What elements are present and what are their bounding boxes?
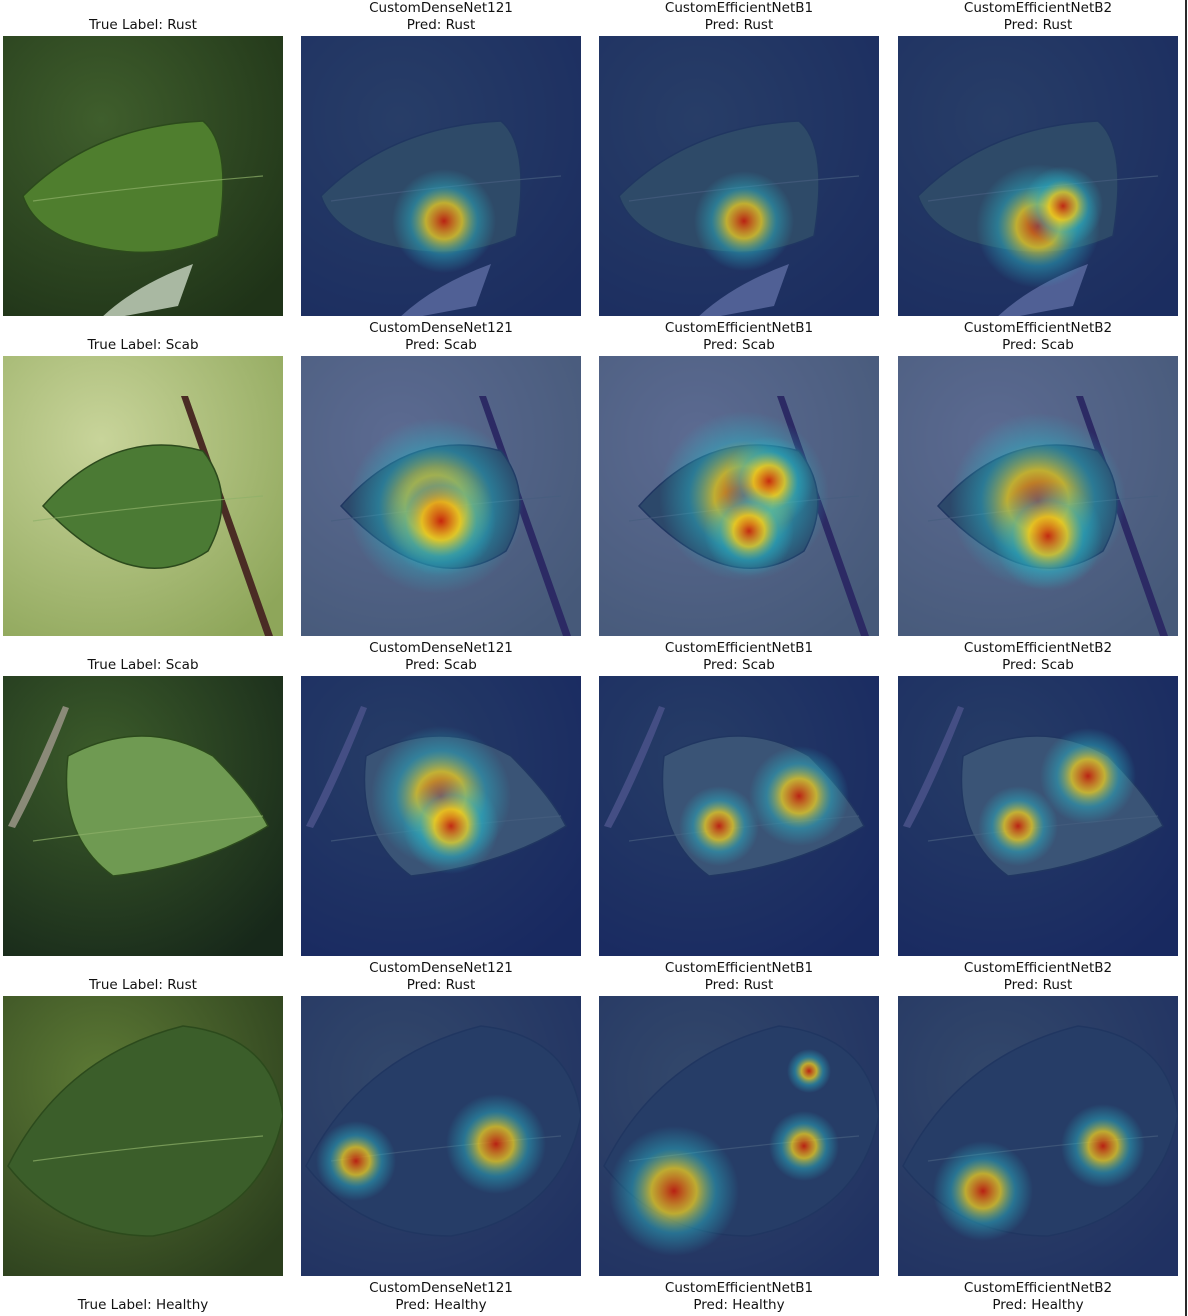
model-name-title: CustomEfficientNetB1 <box>599 960 879 976</box>
prediction-title: Pred: Rust <box>301 977 581 993</box>
prediction-title: Pred: Scab <box>301 337 581 353</box>
model-name-title: CustomEfficientNetB2 <box>898 0 1178 16</box>
gradcam-heatmap-image <box>301 36 581 316</box>
model-name-title: CustomEfficientNetB1 <box>599 320 879 336</box>
prediction-title: Pred: Rust <box>599 17 879 33</box>
gradcam-heatmap-image <box>599 996 879 1276</box>
original-leaf-image <box>3 356 283 636</box>
prediction-title: Pred: Scab <box>898 337 1178 353</box>
prediction-title: Pred: Rust <box>898 17 1178 33</box>
prediction-title: Pred: Healthy <box>898 1297 1178 1313</box>
model-name-title: CustomDenseNet121 <box>301 1280 581 1296</box>
model-name-title: CustomDenseNet121 <box>301 320 581 336</box>
model-name-title: CustomEfficientNetB1 <box>599 640 879 656</box>
prediction-title: Pred: Rust <box>898 977 1178 993</box>
gradcam-heatmap-image <box>599 356 879 636</box>
prediction-title: Pred: Scab <box>898 657 1178 673</box>
model-name-title: CustomDenseNet121 <box>301 960 581 976</box>
model-name-title: CustomEfficientNetB2 <box>898 1280 1178 1296</box>
prediction-title: Pred: Scab <box>599 657 879 673</box>
model-name-title: CustomEfficientNetB2 <box>898 320 1178 336</box>
original-leaf-image <box>3 676 283 956</box>
gradcam-heatmap-image <box>301 996 581 1276</box>
model-name-title: CustomEfficientNetB1 <box>599 0 879 16</box>
true-label-title: True Label: Rust <box>3 977 283 993</box>
prediction-title: Pred: Rust <box>599 977 879 993</box>
model-name-title: CustomDenseNet121 <box>301 640 581 656</box>
gradcam-heatmap-image <box>599 36 879 316</box>
prediction-title: Pred: Healthy <box>301 1297 581 1313</box>
gradcam-heatmap-image <box>898 996 1178 1276</box>
true-label-title: True Label: Scab <box>3 337 283 353</box>
prediction-title: Pred: Healthy <box>599 1297 879 1313</box>
model-name-title: CustomEfficientNetB2 <box>898 640 1178 656</box>
true-label-title: True Label: Healthy <box>3 1297 283 1313</box>
true-label-title: True Label: Scab <box>3 657 283 673</box>
model-name-title: CustomDenseNet121 <box>301 0 581 16</box>
true-label-title: True Label: Rust <box>3 17 283 33</box>
gradcam-heatmap-image <box>898 36 1178 316</box>
gradcam-heatmap-image <box>301 676 581 956</box>
gradcam-heatmap-image <box>898 356 1178 636</box>
model-name-title: CustomEfficientNetB1 <box>599 1280 879 1296</box>
prediction-title: Pred: Rust <box>301 17 581 33</box>
original-leaf-image <box>3 996 283 1276</box>
model-name-title: CustomEfficientNetB2 <box>898 960 1178 976</box>
prediction-title: Pred: Scab <box>599 337 879 353</box>
gradcam-heatmap-image <box>599 676 879 956</box>
gradcam-heatmap-image <box>301 356 581 636</box>
gradcam-heatmap-image <box>898 676 1178 956</box>
original-leaf-image <box>3 36 283 316</box>
prediction-title: Pred: Scab <box>301 657 581 673</box>
figure-right-border <box>1185 0 1187 1316</box>
